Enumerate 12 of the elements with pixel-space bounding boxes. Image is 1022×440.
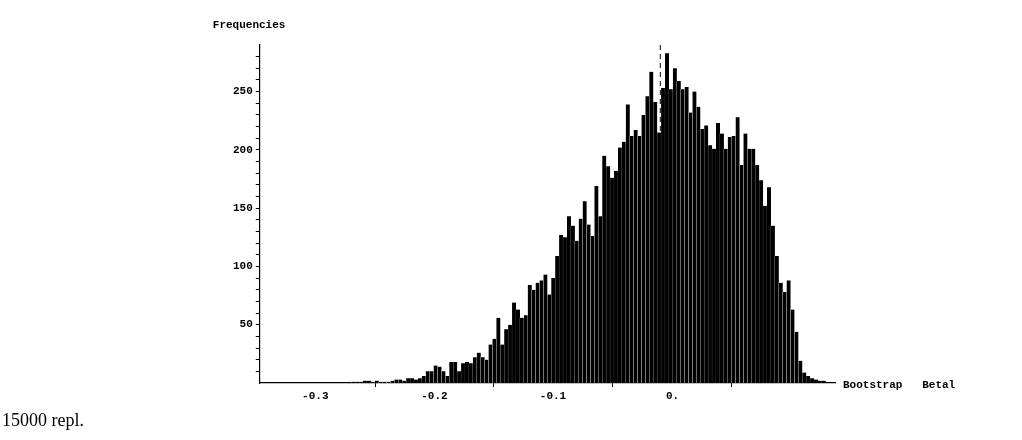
y-tick-label: 150	[232, 201, 253, 214]
x-axis-title: Bootstrap Betal	[843, 379, 956, 391]
y-tick-label: 200	[232, 143, 253, 156]
x-tick-label: -0.1	[539, 390, 567, 403]
x-tick-label: -0.2	[421, 390, 448, 403]
x-tick-label: 0.	[665, 390, 680, 403]
y-tick-label: 50	[239, 318, 253, 331]
y-axis-title: Frequencies	[212, 19, 286, 31]
x-tick-label: -0.3	[302, 390, 329, 403]
y-tick-label: 250	[232, 85, 253, 98]
text: 15000 repl.	[2, 410, 84, 430]
y-tick-label: 100	[232, 260, 253, 273]
